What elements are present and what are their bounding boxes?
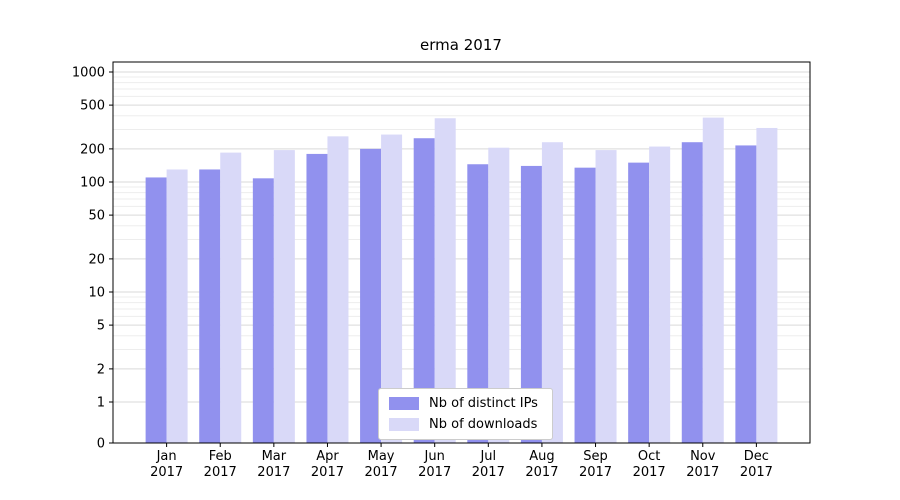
y-tick-label: 1000 <box>72 66 105 81</box>
bar-distinct-ips-aug <box>520 165 542 444</box>
legend-swatch-distinct-ips <box>389 397 419 410</box>
bar-downloads-oct <box>649 146 671 443</box>
bar-distinct-ips-mar <box>252 178 274 444</box>
bar-distinct-ips-apr <box>306 153 328 443</box>
y-tick-label: 1 <box>97 396 105 411</box>
bar-downloads-jun <box>434 118 456 443</box>
x-tick-label: Nov 2017 <box>686 449 719 480</box>
legend-label-distinct-ips: Nb of distinct IPs <box>429 396 538 411</box>
y-tick-label: 0 <box>97 437 105 452</box>
bar-distinct-ips-may <box>360 148 382 443</box>
legend-item-downloads: Nb of downloads <box>389 417 538 432</box>
y-tick-label: 2 <box>97 362 105 377</box>
y-tick-label: 50 <box>88 209 105 224</box>
bar-distinct-ips-oct <box>628 162 650 444</box>
bar-downloads-aug <box>541 142 563 443</box>
y-tick-label: 200 <box>80 142 105 157</box>
x-tick-label: Apr 2017 <box>311 449 344 480</box>
bar-downloads-dec <box>756 127 778 444</box>
x-tick-label: Dec 2017 <box>740 449 773 480</box>
bar-downloads-apr <box>327 136 349 443</box>
x-tick-label: Feb 2017 <box>204 449 237 480</box>
bar-distinct-ips-jun <box>413 138 435 443</box>
bar-distinct-ips-jan <box>145 177 167 443</box>
y-tick-label: 20 <box>88 252 105 267</box>
bar-downloads-sep <box>595 150 617 443</box>
x-tick-label: Mar 2017 <box>257 449 290 480</box>
bar-downloads-jan <box>166 169 188 443</box>
bar-downloads-mar <box>273 150 295 443</box>
legend-label-downloads: Nb of downloads <box>429 417 538 432</box>
x-tick-label: Jan 2017 <box>150 449 183 480</box>
bar-downloads-jul <box>488 147 510 443</box>
x-tick-label: May 2017 <box>365 449 398 480</box>
legend-item-distinct-ips: Nb of distinct IPs <box>389 396 538 411</box>
chart-title: erma 2017 <box>420 36 502 54</box>
plot-border <box>112 61 811 444</box>
bar-downloads-nov <box>702 117 724 444</box>
bar-downloads-feb <box>220 152 242 443</box>
bar-distinct-ips-dec <box>735 145 757 443</box>
x-tick-label: Oct 2017 <box>633 449 666 480</box>
legend-swatch-downloads <box>389 418 419 431</box>
x-tick-label: Aug 2017 <box>525 449 558 480</box>
y-tick-label: 5 <box>97 319 105 334</box>
bar-distinct-ips-feb <box>199 169 221 443</box>
y-tick-label: 100 <box>80 176 105 191</box>
y-tick-label: 500 <box>80 99 105 114</box>
x-tick-label: Sep 2017 <box>579 449 612 480</box>
bar-downloads-may <box>381 134 403 443</box>
y-tick-label: 10 <box>88 286 105 301</box>
bar-distinct-ips-sep <box>574 167 596 444</box>
bar-distinct-ips-jul <box>467 164 489 444</box>
bar-distinct-ips-nov <box>681 142 703 443</box>
chart-legend: Nb of distinct IPs Nb of downloads <box>378 388 553 440</box>
x-tick-label: Jul 2017 <box>472 449 505 480</box>
x-tick-label: Jun 2017 <box>418 449 451 480</box>
